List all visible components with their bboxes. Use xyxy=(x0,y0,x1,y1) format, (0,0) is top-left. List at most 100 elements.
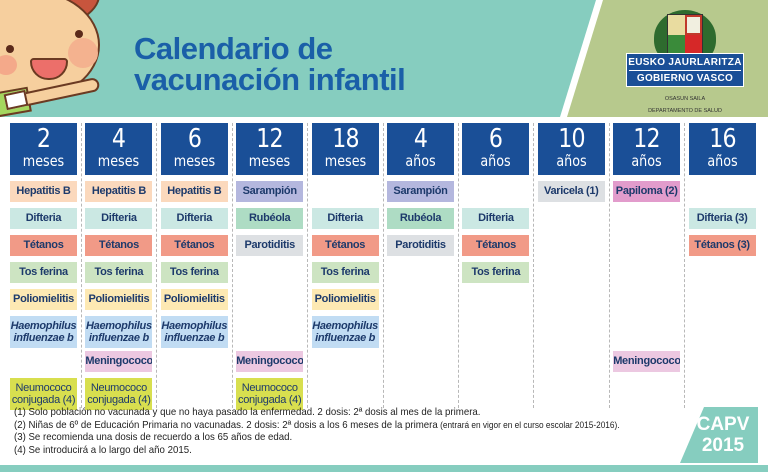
vaccine-cell: Neumococo conjugada (4) xyxy=(236,378,304,410)
vaccine-cell: Tos ferina xyxy=(311,262,379,283)
column-divider xyxy=(382,123,384,408)
age-header: 10 años xyxy=(537,123,605,175)
footnote-1: (1) Solo población no vacunada y que no … xyxy=(14,406,481,418)
vaccine-cell: Sarampión xyxy=(236,181,304,202)
vaccine-cell: Difteria (3) xyxy=(688,208,756,229)
age-number: 12 xyxy=(633,124,660,154)
vaccination-schedule-grid: 2 meses Hepatitis B Difteria Tétanos Tos feri… xyxy=(10,123,762,410)
age-unit: meses xyxy=(22,152,65,170)
vaccine-cell: Neumococo conjugada (4) xyxy=(85,378,153,410)
column-divider xyxy=(457,123,459,408)
footnotes: (1) Solo población no vacunada y que no … xyxy=(14,406,672,456)
vaccine-cell: Tétanos (3) xyxy=(688,235,756,256)
vaccine-cell: Haemophilus influenzae b xyxy=(311,316,379,348)
age-header: 6 años xyxy=(462,123,530,175)
age-column: 6 años Difteria Tétanos Tos ferina xyxy=(462,123,530,403)
age-column: 4 años Sarampión Rubéola Parotiditis xyxy=(387,123,454,403)
age-number: 18 xyxy=(331,124,359,154)
age-unit: años xyxy=(556,152,587,170)
title-line-1: Calendario de xyxy=(134,31,333,66)
vaccine-cell: Difteria xyxy=(311,208,379,229)
vaccine-cell: Tétanos xyxy=(160,235,228,256)
age-unit: años xyxy=(480,152,512,170)
column-divider xyxy=(533,123,535,408)
vaccine-cell: Varicela (1) xyxy=(537,181,605,202)
age-number: 4 xyxy=(413,124,428,154)
vaccine-cell: Tos ferina xyxy=(10,262,77,283)
age-number: 4 xyxy=(112,124,126,154)
age-unit: meses xyxy=(173,152,215,170)
vaccine-cell: Poliomielitis xyxy=(85,289,153,310)
vaccine-cell: Rubéola xyxy=(387,208,454,229)
title-line-2: vacunación infantil xyxy=(134,62,406,97)
vaccine-cell: Haemophilus influenzae b xyxy=(160,316,228,348)
vaccine-cell: Haemophilus influenzae b xyxy=(10,316,77,348)
age-unit: años xyxy=(631,152,662,170)
age-unit: meses xyxy=(324,152,366,170)
vaccine-cell: Meningococo C xyxy=(85,351,153,372)
column-divider xyxy=(608,123,610,408)
age-number: 12 xyxy=(256,124,283,154)
age-unit: años xyxy=(706,152,738,170)
age-header: 18 meses xyxy=(311,123,379,175)
age-column: 6 meses Hepatitis B Difteria Tétanos Tos feri… xyxy=(160,123,228,403)
department-basque: OSASUN SAILA xyxy=(664,96,706,102)
age-header: 16 años xyxy=(688,123,756,175)
age-header: 4 meses xyxy=(85,123,153,175)
vaccine-cell: Sarampión xyxy=(387,181,454,202)
badge-line-1: CAPV xyxy=(696,414,750,435)
vaccine-cell: Rubéola xyxy=(236,208,304,229)
vaccine-cell: Difteria xyxy=(462,208,530,229)
vaccine-cell: Difteria xyxy=(85,208,153,229)
vaccine-cell: Neumococo conjugada (4) xyxy=(10,378,77,410)
vaccine-cell: Parotiditis xyxy=(236,235,304,256)
column-divider xyxy=(684,123,686,408)
age-column: 18 meses Difteria Tétanos Tos ferina Poliomie… xyxy=(311,123,379,403)
header-banner: Calendario de vacunación infantil EUSKO … xyxy=(0,0,768,117)
vaccine-cell: Tétanos xyxy=(10,235,77,256)
vaccine-cell: Difteria xyxy=(160,208,228,229)
vaccine-cell: Tos ferina xyxy=(160,262,228,283)
age-column: 2 meses Hepatitis B Difteria Tétanos Tos feri… xyxy=(10,123,77,410)
age-number: 16 xyxy=(708,124,736,154)
age-column: 16 años Difteria (3) Tétanos (3) xyxy=(688,123,756,403)
vaccine-cell: Haemophilus influenzae b xyxy=(85,316,153,348)
footnote-2: (2) Niñas de 6º de Educación Primaria no… xyxy=(14,418,620,431)
column-divider xyxy=(231,123,233,408)
badge-line-2: 2015 xyxy=(701,435,745,456)
footnote-3: (3) Se recomienda una dosis de recuerdo … xyxy=(14,431,293,443)
vaccine-cell: Tétanos xyxy=(462,235,530,256)
logo-line-2: GOBIERNO VASCO xyxy=(636,73,734,84)
footnote-4: (4) Se introducirá a lo largo del año 20… xyxy=(14,443,192,456)
age-unit: meses xyxy=(98,152,140,170)
age-column: 12 meses Sarampión Rubéola Parotiditis Mening… xyxy=(236,123,304,410)
age-unit: meses xyxy=(248,152,291,170)
vaccine-cell: Tétanos xyxy=(311,235,379,256)
bottom-bar xyxy=(0,465,768,472)
vaccine-cell: Poliomielitis xyxy=(10,289,77,310)
logo-line-1: EUSKO JAURLARITZA xyxy=(628,57,742,68)
column-divider xyxy=(307,123,309,408)
child-illustration xyxy=(0,0,130,117)
vaccine-cell: Meningococo C xyxy=(236,351,304,372)
page-title: Calendario de vacunación infantil xyxy=(134,31,406,97)
vaccine-cell: Tos ferina xyxy=(462,262,530,283)
vaccine-cell: Hepatitis B xyxy=(160,181,228,202)
vaccine-cell: Meningococo C xyxy=(613,351,681,372)
age-number: 6 xyxy=(489,124,503,154)
age-number: 2 xyxy=(36,124,51,154)
vaccine-cell: Poliomielitis xyxy=(311,289,379,310)
age-header: 2 meses xyxy=(10,123,77,175)
age-header: 4 años xyxy=(387,123,454,175)
age-column: 4 meses Hepatitis B Difteria Tétanos Tos feri… xyxy=(85,123,153,410)
vaccine-cell: Hepatitis B xyxy=(85,181,153,202)
age-column: 10 años Varicela (1) xyxy=(537,123,605,403)
capv-badge-text: CAPV 2015 xyxy=(686,414,760,456)
vaccine-cell: Tétanos xyxy=(85,235,153,256)
column-divider xyxy=(156,123,158,408)
vaccine-cell: Parotiditis xyxy=(387,235,454,256)
vaccine-cell: Tos ferina xyxy=(85,262,153,283)
age-header: 12 años xyxy=(613,123,681,175)
teal-background xyxy=(0,0,596,117)
